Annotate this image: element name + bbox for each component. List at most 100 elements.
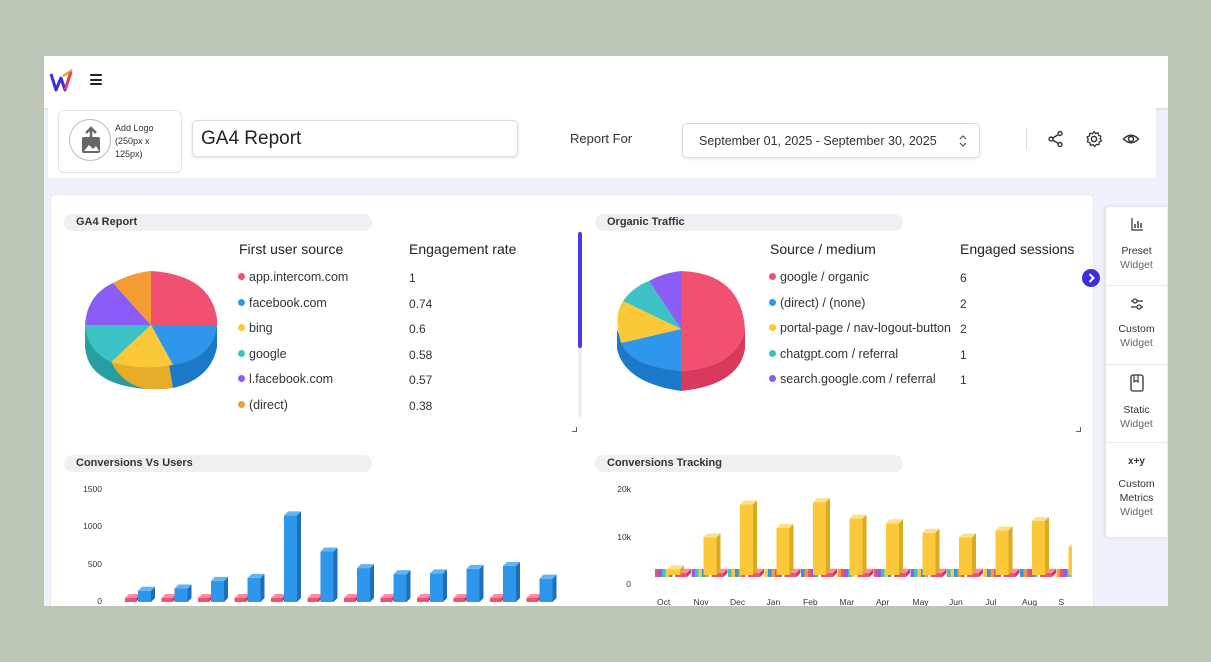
legend-label: portal-page / nav-logout-button xyxy=(780,321,951,335)
stripe-mark xyxy=(841,569,845,577)
col-header-first-user-source: First user source xyxy=(239,241,344,257)
widgets-panel: GA4 Report First user source Engagement … xyxy=(51,195,1093,606)
widget-scrollbar[interactable] xyxy=(578,232,582,417)
settings-gear-icon[interactable] xyxy=(1085,130,1103,148)
sidebar-item-custom-metrics-widget[interactable]: x+y Custom Metrics Widget xyxy=(1106,455,1167,519)
bar-series-2 xyxy=(247,573,265,602)
legend-item: l.facebook.com xyxy=(238,372,333,386)
stripe-mark xyxy=(874,569,878,577)
bar-series-1 xyxy=(271,594,286,602)
bar-series-1 xyxy=(161,594,177,602)
bar-series-1 xyxy=(380,594,396,602)
legend-label: l.facebook.com xyxy=(249,372,334,386)
sidebar-label: Custom Metrics xyxy=(1118,478,1155,504)
x-tick: S xyxy=(1058,597,1065,606)
legend-item: bing xyxy=(238,321,273,335)
organic-traffic-pie-chart xyxy=(617,271,745,391)
stripe-mark xyxy=(983,569,987,577)
legend-dot xyxy=(238,299,245,306)
bar-series-1 xyxy=(307,594,323,602)
sidebar-item-custom-widget[interactable]: Custom Widget xyxy=(1106,296,1167,350)
date-range-select[interactable]: September 01, 2025 - September 30, 2025 xyxy=(682,123,980,158)
stripe-mark xyxy=(771,569,775,577)
report-title-input[interactable]: GA4 Report xyxy=(192,120,518,157)
stripe-mark xyxy=(801,569,805,577)
pie-slice-portal-page xyxy=(617,301,681,343)
legend-label: search.google.com / referral xyxy=(780,372,936,386)
stripe-mark xyxy=(1063,569,1067,577)
x-tick: Dec xyxy=(730,597,746,606)
stripe-mark xyxy=(844,569,848,577)
bar-series-1 xyxy=(849,514,867,575)
stripe-mark xyxy=(662,569,666,577)
pie-slice-direct xyxy=(113,271,151,325)
stripe-mark xyxy=(947,569,951,577)
stripe-mark xyxy=(914,569,918,577)
bar-series-1 xyxy=(813,498,830,575)
widget-sidebar: Preset Widget Custom Widget Static Widge… xyxy=(1106,207,1167,537)
col-header-engagement-rate: Engagement rate xyxy=(409,241,517,257)
y-tick: 1000 xyxy=(83,521,102,531)
share-icon[interactable] xyxy=(1047,130,1065,148)
bar-series-2 xyxy=(320,547,338,602)
bar-series-1 xyxy=(417,594,432,602)
chevron-updown-icon xyxy=(959,135,967,147)
engagement-value: 0.58 xyxy=(409,348,433,362)
legend-dot xyxy=(769,273,776,280)
stripe-mark xyxy=(655,569,659,577)
report-for-label: Report For xyxy=(570,131,633,146)
bar-series-2 xyxy=(174,584,192,602)
conversions-tracking-chart xyxy=(655,498,1072,577)
bar-series-1 xyxy=(886,519,903,575)
bar-series-1 xyxy=(344,594,359,602)
stripe-mark xyxy=(731,569,735,577)
eye-icon[interactable] xyxy=(1122,130,1140,148)
sidebar-label: Static xyxy=(1123,404,1150,416)
engagement-value: 0.74 xyxy=(409,297,433,311)
sidebar-divider xyxy=(1106,364,1167,365)
sidebar-item-preset-widget[interactable]: Preset Widget xyxy=(1106,217,1167,272)
bar-series-2 xyxy=(466,564,484,602)
bar-series-1 xyxy=(703,533,721,575)
upload-image-icon xyxy=(69,119,111,161)
add-logo-label: Add Logo (250px x 125px) xyxy=(115,123,154,159)
sidebar-sublabel: Widget xyxy=(1120,259,1153,271)
add-logo-button[interactable]: Add Logo (250px x 125px) xyxy=(58,110,182,173)
resize-handle[interactable] xyxy=(1076,427,1081,432)
app-logo-icon[interactable] xyxy=(49,68,75,94)
hamburger-menu-icon[interactable] xyxy=(90,74,102,85)
bar-series-2 xyxy=(393,570,411,602)
widget-title-conversions-tracking: Conversions Tracking xyxy=(595,455,903,472)
x-tick: Nov xyxy=(693,597,709,606)
document-icon xyxy=(1129,374,1144,392)
legend-dot xyxy=(769,324,776,331)
stripe-mark xyxy=(954,569,958,577)
stripe-mark xyxy=(987,569,991,577)
chevron-right-icon[interactable] xyxy=(1082,269,1100,287)
x-tick: Jul xyxy=(985,597,997,606)
x-tick: Oct xyxy=(657,597,671,606)
x-tick: Feb xyxy=(803,597,818,606)
legend-label: (direct) xyxy=(249,398,288,412)
stripe-mark xyxy=(1023,569,1027,577)
legend-dot xyxy=(769,375,776,382)
sessions-value: 2 xyxy=(960,297,967,311)
legend-item: app.intercom.com xyxy=(238,270,348,284)
widget-title-organic-traffic: Organic Traffic xyxy=(595,214,903,231)
resize-handle[interactable] xyxy=(572,427,577,432)
bar-series-2 xyxy=(211,576,228,602)
app-window: Add Logo (250px x 125px) GA4 Report Repo… xyxy=(44,56,1168,606)
widget-title-ga4-report: GA4 Report xyxy=(64,214,372,231)
report-header: Add Logo (250px x 125px) GA4 Report Repo… xyxy=(48,108,1156,178)
legend-item: google xyxy=(238,347,287,361)
stripe-mark xyxy=(691,569,695,577)
sessions-value: 1 xyxy=(960,348,967,362)
sidebar-divider xyxy=(1106,285,1167,286)
scrollbar-thumb[interactable] xyxy=(578,232,582,348)
sidebar-label: Custom xyxy=(1118,323,1155,335)
x-tick: May xyxy=(912,597,929,606)
sidebar-item-static-widget[interactable]: Static Widget xyxy=(1106,373,1167,431)
bar-series-1 xyxy=(959,533,976,575)
bar-series-1 xyxy=(234,594,250,602)
legend-item: (direct) / (none) xyxy=(769,296,865,310)
